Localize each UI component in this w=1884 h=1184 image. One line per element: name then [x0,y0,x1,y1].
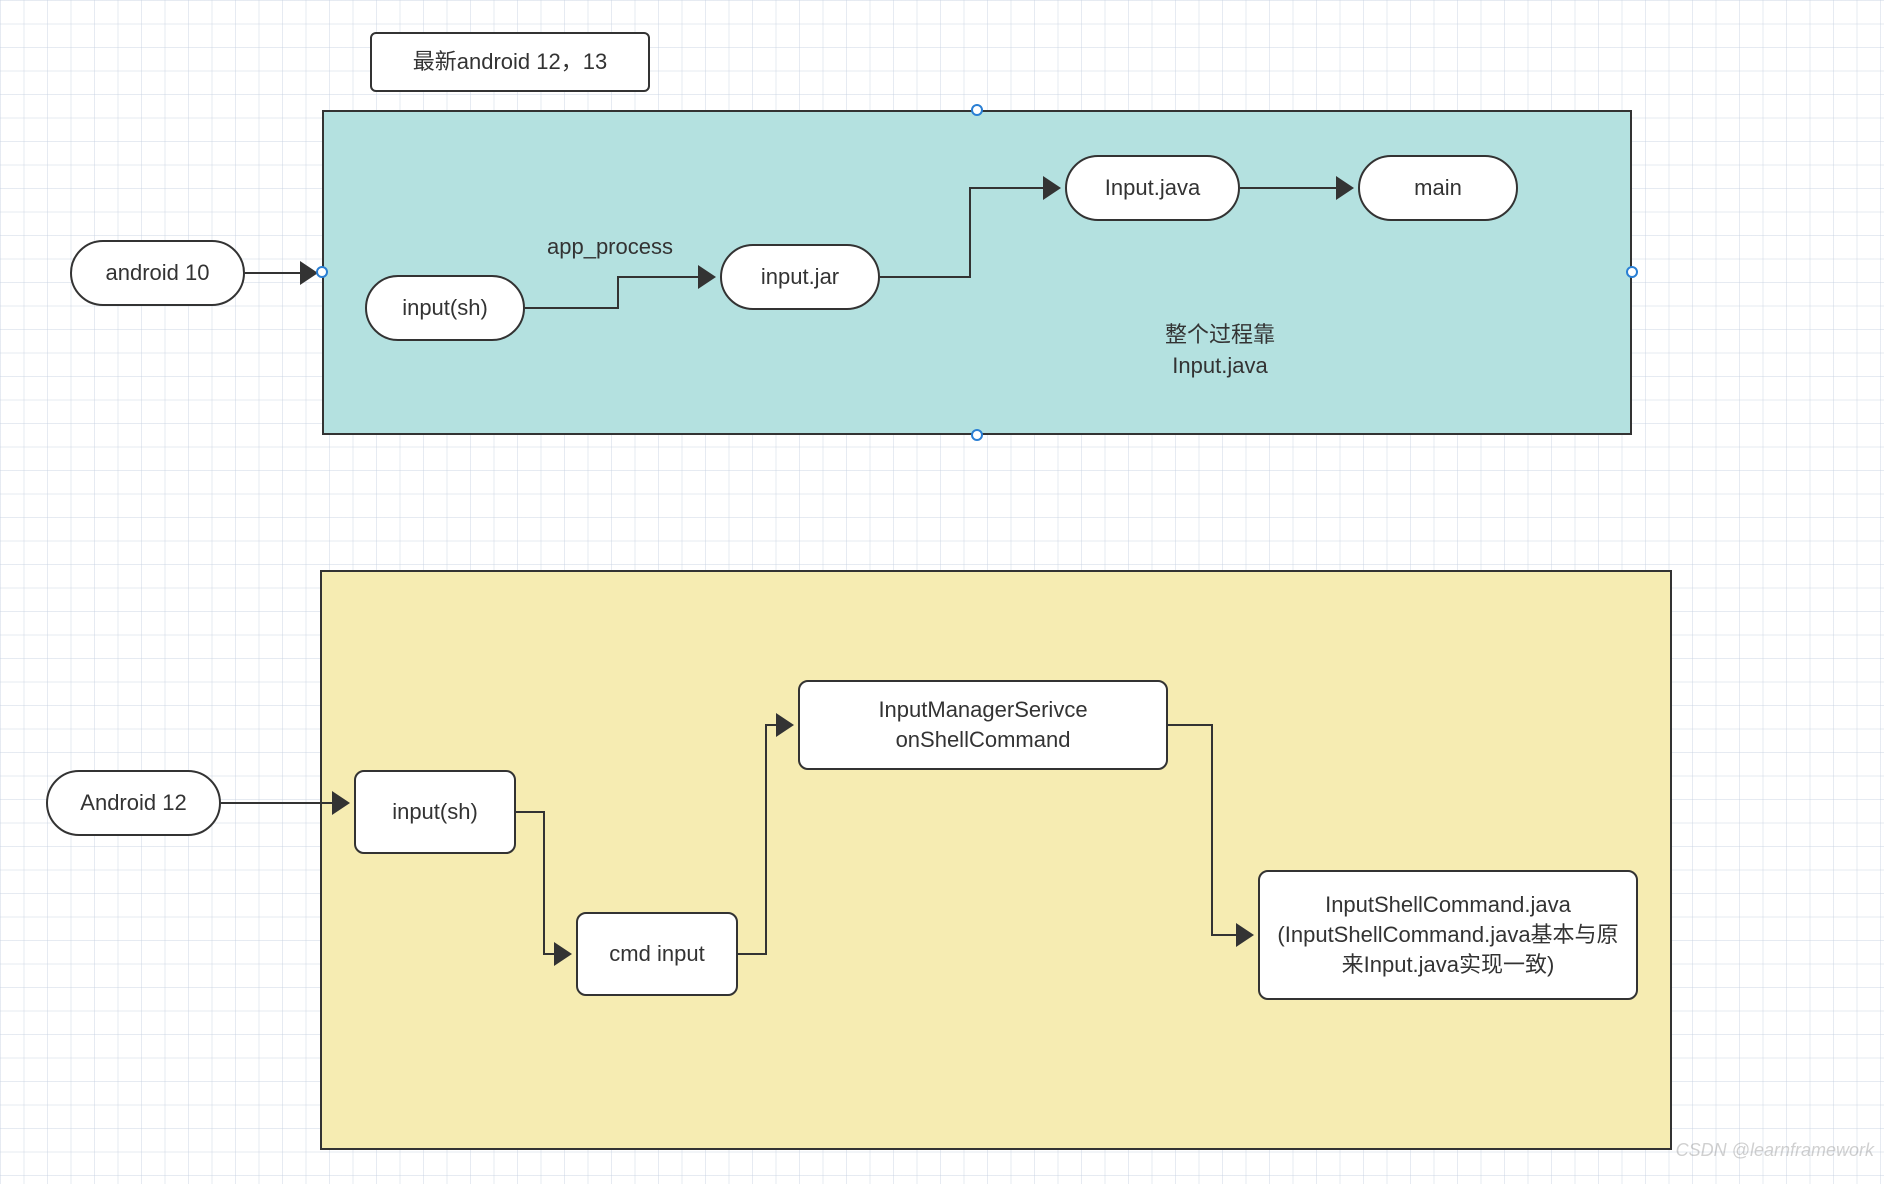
frame1-anchor-bottom [971,429,983,441]
note-input-java-text: 整个过程靠 Input.java [1165,322,1275,378]
note-input-java: 整个过程靠 Input.java [1110,320,1330,380]
node-input-sh-1-label: input(sh) [402,293,488,323]
edge-label-app-process-text: app_process [547,234,673,259]
node-android12-label: Android 12 [80,788,186,818]
edges-layer [0,0,1884,1184]
diagram-canvas: 最新android 12，13 android 10 input(sh) inp… [0,0,1884,1184]
node-input-java-label: Input.java [1105,173,1200,203]
edge-ims-isc [1168,725,1252,935]
edge-cmd_input-ims [738,725,792,954]
frame1-anchor-right [1626,266,1638,278]
watermark-text: CSDN @learnframework [1676,1140,1874,1160]
node-main: main [1358,155,1518,221]
edge-input_sh1-input_jar [525,277,714,308]
title-box-label: 最新android 12，13 [413,47,607,77]
node-android10-label: android 10 [106,258,210,288]
watermark: CSDN @learnframework [1676,1140,1874,1161]
node-input-sh-2-label: input(sh) [392,797,478,827]
frame1-anchor-left [316,266,328,278]
node-input-jar: input.jar [720,244,880,310]
node-input-manager-service: InputManagerSerivce onShellCommand [798,680,1168,770]
frame1-anchor-top [971,104,983,116]
node-android10: android 10 [70,240,245,306]
node-cmd-input-label: cmd input [609,939,704,969]
node-input-sh-2: input(sh) [354,770,516,854]
node-main-label: main [1414,173,1462,203]
node-input-java: Input.java [1065,155,1240,221]
node-android12: Android 12 [46,770,221,836]
node-cmd-input: cmd input [576,912,738,996]
node-isc-label: InputShellCommand.java (InputShellComman… [1277,890,1618,979]
node-ims-label: InputManagerSerivce onShellCommand [878,695,1087,754]
edge-label-app-process: app_process [520,232,700,262]
title-box: 最新android 12，13 [370,32,650,92]
node-input-sh-1: input(sh) [365,275,525,341]
node-input-jar-label: input.jar [761,262,839,292]
node-input-shell-command: InputShellCommand.java (InputShellComman… [1258,870,1638,1000]
edge-input_jar-input_java [880,188,1059,277]
edge-input_sh2-cmd_input [516,812,570,954]
